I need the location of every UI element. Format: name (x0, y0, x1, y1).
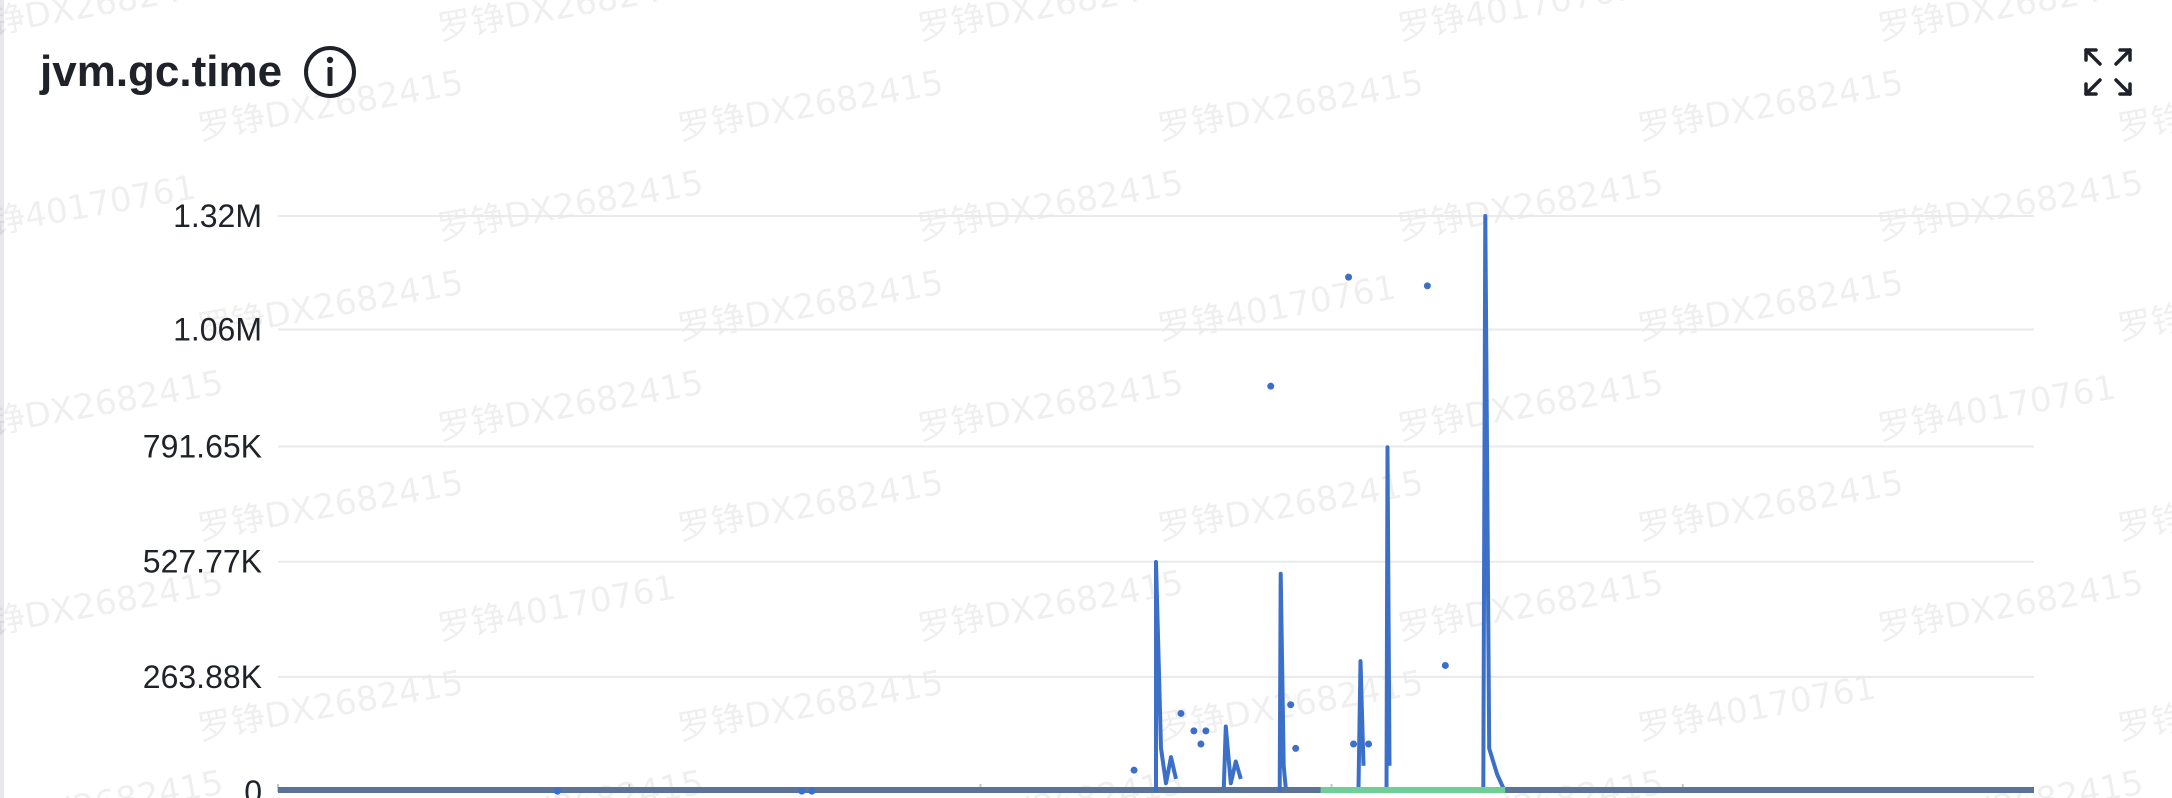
series-point (1177, 709, 1185, 717)
watermark-text: 罗铮DX2682415 (0, 763, 226, 798)
series-point (553, 787, 561, 795)
series-line-segment (1481, 214, 1508, 793)
watermark-text: 罗铮DX2682415 (1875, 0, 2147, 49)
series-point (798, 787, 806, 795)
watermark-text: 罗铮DX2682415 (435, 0, 707, 49)
watermark-text: 罗铮DX2682415 (1395, 363, 1667, 449)
chart-header: jvm.gc.time (40, 40, 358, 104)
watermark-text: 罗铮DX2682415 (915, 363, 1187, 449)
y-tick-label: 527.77K (143, 544, 262, 580)
y-tick-label: 1.06M (173, 311, 262, 347)
watermark-text: 罗铮DX2682415 (435, 163, 707, 249)
watermark-text: 罗铮DX2682415 (675, 263, 947, 349)
series-point (1441, 661, 1449, 669)
watermark-text: 罗铮DX2682415 (1395, 563, 1667, 649)
watermark-text: 罗铮40170761 (1155, 268, 1399, 349)
series-line-segment (1384, 445, 1392, 793)
series-point (1197, 740, 1205, 748)
watermark-text: 罗铮DX2682415 (1155, 63, 1427, 149)
series-point (1292, 744, 1300, 752)
series-point (1190, 727, 1198, 735)
series-point (1267, 382, 1275, 390)
watermark-text: 罗铮40170761 (1875, 368, 2119, 449)
watermark-text: 罗铮DX2682415 (675, 63, 947, 149)
watermark-text: 罗铮DX2682415 (1395, 163, 1667, 249)
watermark-text: 罗铮DX2682415 (435, 363, 707, 449)
watermark-text: 罗铮DX2682415 (1635, 463, 1907, 549)
watermark-text: 罗铮DX2682415 (915, 563, 1187, 649)
y-tick-label: 791.65K (143, 429, 262, 465)
watermark-text: 罗铮DX2682415 (915, 163, 1187, 249)
watermark-text: 罗铮40170761 (1395, 0, 1639, 49)
series-point (1202, 727, 1210, 735)
series-point (1365, 740, 1373, 748)
watermark-text: 罗铮DX2682415 (1635, 263, 1907, 349)
y-tick-label: 0 (244, 774, 262, 798)
series-point (1350, 740, 1358, 748)
watermark-text: 罗铮DX2682415 (675, 463, 947, 549)
series-point (1345, 273, 1353, 281)
watermark-text: 罗铮40170761 (0, 168, 199, 249)
watermark-text: 罗铮DX2682415 (915, 0, 1187, 49)
fullscreen-expand-icon[interactable] (2082, 46, 2134, 98)
watermark-text: 罗铮DX2682415 (2115, 263, 2172, 349)
series-point (808, 787, 816, 795)
series-layer (278, 214, 2034, 795)
watermark-text: 罗铮DX2682415 (1875, 563, 2147, 649)
watermark-text: 罗铮40170761 (1635, 668, 1879, 749)
watermark-text: 罗铮DX2682415 (2115, 463, 2172, 549)
watermark-text: 罗铮DX2682415 (675, 663, 947, 749)
series-point (1423, 282, 1431, 290)
y-axis-tick-labels: 0 263.88K 527.77K 791.65K 1.06M 1.32M (143, 198, 262, 798)
series-line-segment (1154, 560, 1178, 792)
chart-title: jvm.gc.time (40, 47, 283, 96)
series-line-segment (1221, 724, 1243, 788)
series-point (1287, 701, 1295, 709)
watermark-text: 罗铮DX2682415 (2115, 663, 2172, 749)
watermark-text: 罗铮DX2682415 (1875, 163, 2147, 249)
info-circle-icon[interactable] (302, 44, 358, 100)
y-tick-label: 1.32M (173, 198, 262, 234)
y-tick-label: 263.88K (143, 659, 262, 695)
watermark-text: 罗铮40170761 (435, 568, 679, 649)
series-line-segment (1356, 659, 1366, 788)
series-line-segment (1277, 571, 1288, 793)
watermark-text: 罗铮DX2682415 (1635, 63, 1907, 149)
panel-left-border (0, 0, 4, 798)
series-point (1130, 766, 1138, 774)
watermark-text: 罗铮DX2682415 (195, 463, 467, 549)
